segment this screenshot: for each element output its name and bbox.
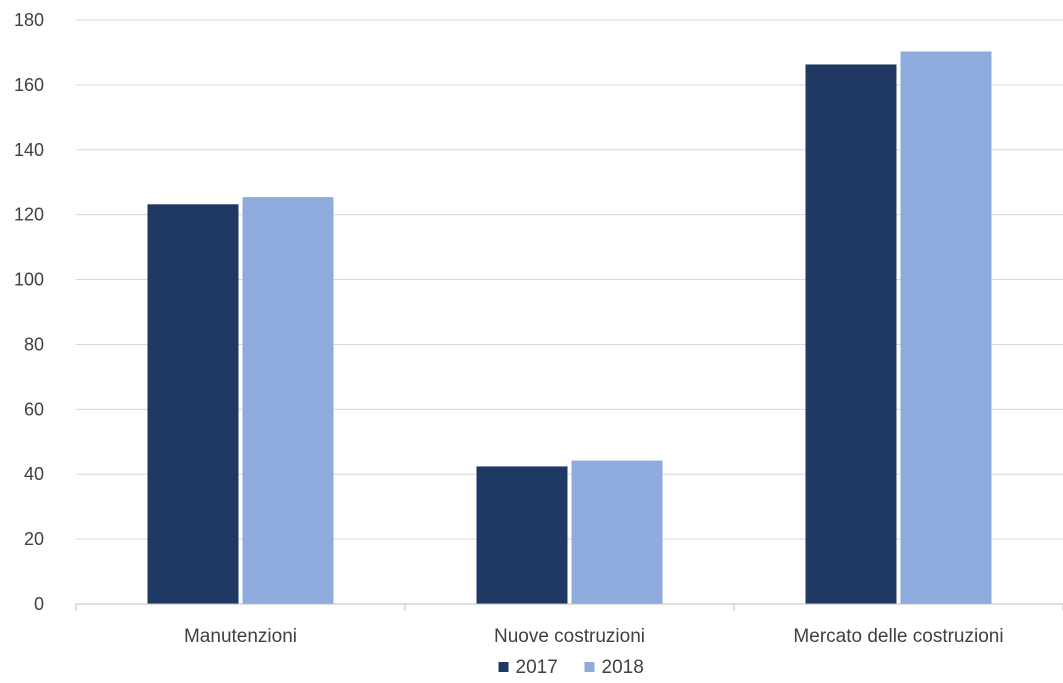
y-tick-label: 120 <box>14 205 44 225</box>
bar-2018-1 <box>571 460 663 604</box>
y-tick-label: 180 <box>14 10 44 30</box>
bar-2017-2 <box>805 64 897 604</box>
legend-label: 2018 <box>602 657 644 678</box>
y-tick-label: 160 <box>14 75 44 95</box>
bar-2017-1 <box>476 466 568 604</box>
y-tick-label: 0 <box>34 594 44 614</box>
bar-2018-2 <box>900 51 992 604</box>
legend-swatch-2018 <box>584 662 595 672</box>
legend: 2017 2018 <box>498 657 644 678</box>
bars <box>147 51 992 605</box>
bar-2017-0 <box>147 204 239 605</box>
category-label: Mercato delle costruzioni <box>793 626 1003 647</box>
y-tick-label: 100 <box>14 270 44 290</box>
y-tick-label: 40 <box>24 464 44 484</box>
y-tick-label: 60 <box>24 399 44 419</box>
legend-swatch-2017 <box>498 662 509 672</box>
y-axis-tick-labels: 0 20 40 60 80 100 120 140 160 180 <box>14 10 44 614</box>
category-labels: Manutenzioni Nuove costruzioni Mercato del… <box>184 626 1004 647</box>
category-label: Nuove costruzioni <box>494 626 645 647</box>
x-axis <box>75 603 1063 611</box>
y-tick-label: 80 <box>24 334 44 354</box>
category-label: Manutenzioni <box>184 626 297 647</box>
y-tick-label: 20 <box>24 529 44 549</box>
gridlines <box>76 19 1063 540</box>
legend-label: 2017 <box>516 657 558 678</box>
bar-2018-0 <box>242 197 334 604</box>
y-tick-label: 140 <box>14 140 44 160</box>
